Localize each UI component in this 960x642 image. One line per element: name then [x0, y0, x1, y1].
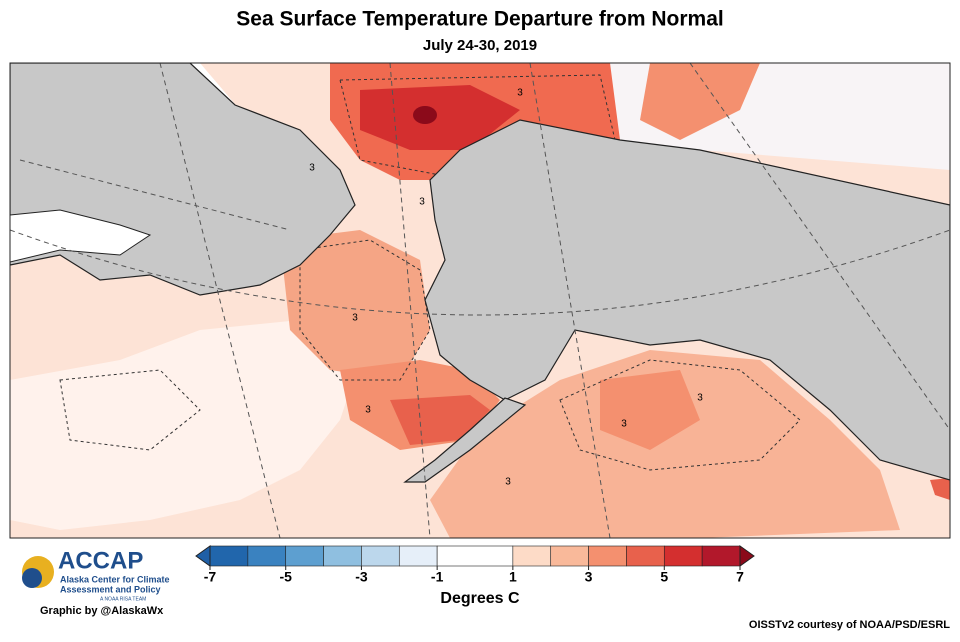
anomaly-area [413, 106, 437, 124]
anomaly-area [10, 320, 360, 530]
colorbar-extend-under [195, 545, 211, 567]
map [10, 63, 950, 538]
anomaly-area [430, 350, 900, 538]
map-frame [9, 62, 951, 539]
colorbar-segment [285, 545, 324, 567]
logo-text: A NOAA RISA TEAM [100, 596, 146, 602]
contour-label: 3 [505, 477, 511, 488]
colorbar-segment [361, 545, 400, 567]
land [424, 119, 950, 481]
colorbar-tick-label: -3 [355, 569, 368, 585]
logo-text: Alaska Center for Climate [60, 574, 170, 584]
graticule [159, 63, 281, 538]
graticule [10, 229, 950, 316]
credit: Graphic by @AlaskaWx [40, 605, 164, 617]
colorbar-segment [512, 545, 552, 567]
contour-label: 3 [309, 163, 315, 174]
anomaly-area [930, 478, 950, 500]
colorbar-label: Degrees C [440, 590, 520, 607]
colorbar-segment [701, 545, 741, 567]
colorbar-tick-label: 1 [509, 569, 517, 585]
anomaly-area [600, 370, 700, 450]
contour-label: 3 [621, 419, 627, 430]
anomaly-area [280, 230, 430, 380]
contour [559, 359, 801, 471]
colorbar-segment [550, 545, 589, 567]
contour-label: 3 [697, 393, 703, 404]
colorbar-segment [626, 545, 665, 567]
logo: ACCAP Alaska Center for Climate Assessme… [22, 547, 170, 602]
colorbar-segment [588, 545, 627, 567]
colorbar-tick-label: 5 [660, 569, 668, 585]
graticule [689, 63, 950, 431]
colorbar-extend-over [739, 545, 755, 567]
colorbar: -7 -5 -3 -1 1 3 5 7 [195, 545, 755, 585]
anomaly-area [390, 395, 490, 445]
logo-name: ACCAP [58, 547, 143, 574]
graticule [389, 63, 431, 538]
land [403, 397, 527, 483]
contour-label: 3 [365, 405, 371, 416]
anomaly-area [360, 85, 520, 150]
colorbar-tick-label: -1 [431, 569, 444, 585]
anomaly-area [640, 63, 760, 140]
contour-labels: 3 3 3 3 3 3 3 3 [309, 88, 703, 488]
colorbar-segment [398, 545, 438, 567]
contour-label: 3 [352, 313, 358, 324]
credit: OISSTv2 courtesy of NOAA/PSD/ESRL [749, 619, 950, 631]
colorbar-segment [663, 545, 703, 567]
contour-label: 3 [419, 197, 425, 208]
colorbar-segment [247, 545, 287, 567]
colorbar-segment [323, 545, 362, 567]
subtitle: July 24-30, 2019 [423, 37, 537, 54]
colorbar-tick-label: -7 [204, 569, 217, 585]
colorbar-tick-label: -5 [279, 569, 292, 585]
logo-flake [22, 568, 42, 588]
colorbar-tick-label: 3 [585, 569, 593, 585]
colorbar-tick-label: 7 [736, 569, 744, 585]
colorbar-segment [436, 545, 514, 567]
graticule [19, 159, 291, 231]
contour [299, 239, 431, 381]
contour-label: 3 [517, 88, 523, 99]
sea-inlet [10, 209, 152, 263]
colorbar-segment [209, 545, 249, 567]
logo-text: Assessment and Policy [60, 584, 161, 594]
title: Sea Surface Temperature Departure from N… [236, 8, 723, 31]
